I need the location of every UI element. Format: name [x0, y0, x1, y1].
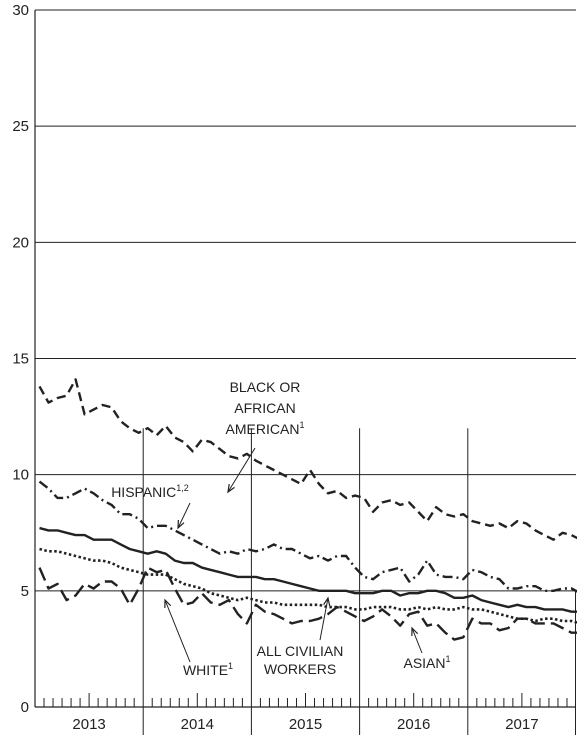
y-tick-label: 15 — [12, 351, 29, 368]
year-label: 2017 — [505, 716, 538, 733]
annotation-label: ALL CIVILIAN — [257, 643, 344, 659]
series-group — [38, 378, 577, 641]
annotation-hispanic: HISPANIC1,2 — [111, 483, 191, 530]
series-line-black — [38, 378, 577, 541]
annotation-label: AMERICAN1 — [226, 420, 305, 437]
y-tick-label: 30 — [12, 2, 29, 19]
annotation-label: ASIAN1 — [403, 654, 450, 671]
annotation-label: AFRICAN — [234, 400, 295, 416]
year-label: 2016 — [397, 716, 430, 733]
annotation-arrowhead — [227, 484, 235, 494]
annotation-label: HISPANIC1,2 — [111, 483, 189, 500]
y-tick-label: 0 — [21, 699, 29, 716]
gridlines — [35, 9, 576, 592]
annotation-superscript: 1 — [228, 661, 233, 671]
annotation-asian: ASIAN1 — [403, 626, 451, 671]
annotation-label: BLACK OR — [230, 379, 301, 395]
annotation-arrowhead — [177, 519, 185, 530]
annotation-arrowhead — [323, 596, 331, 606]
annotation-white: WHITE1 — [164, 598, 233, 678]
annotation-leader — [227, 447, 256, 493]
annotation-leader — [177, 502, 191, 529]
annotation-black: BLACK OR AFRICAN AMERICAN1 — [226, 379, 305, 494]
series-line-white — [39, 547, 577, 624]
annotation-all: ALL CIVILIAN WORKERS — [257, 596, 344, 677]
series-line-hispanic — [38, 480, 577, 593]
annotation-superscript: 1 — [299, 420, 304, 430]
y-tick-label: 25 — [12, 118, 29, 135]
series-line-asian — [38, 566, 577, 641]
annotation-arrowhead — [164, 598, 172, 609]
annotation-leader — [319, 597, 329, 641]
annotation-label: WORKERS — [264, 661, 336, 677]
series-line-all — [39, 526, 577, 613]
y-tick-label: 10 — [12, 467, 29, 484]
year-label: 2014 — [181, 716, 214, 733]
year-label: 2015 — [289, 716, 322, 733]
x-axis: 2013 2014 2015 2016 2017 — [43, 428, 576, 735]
y-tick-label: 20 — [12, 234, 29, 251]
annotation-leader — [164, 599, 191, 663]
annotation-label: WHITE1 — [183, 661, 233, 678]
annotation-leader — [411, 627, 423, 654]
year-label: 2013 — [72, 716, 105, 733]
y-tick-label: 5 — [21, 583, 29, 600]
annotation-arrowhead — [411, 626, 419, 637]
annotation-superscript: 1,2 — [176, 483, 189, 493]
annotations: BLACK OR AFRICAN AMERICAN1 HISPANIC1,2 WHITE… — [111, 379, 450, 678]
annotation-superscript: 1 — [446, 654, 451, 664]
y-axis: 0 5 10 15 20 25 30 — [12, 2, 29, 716]
